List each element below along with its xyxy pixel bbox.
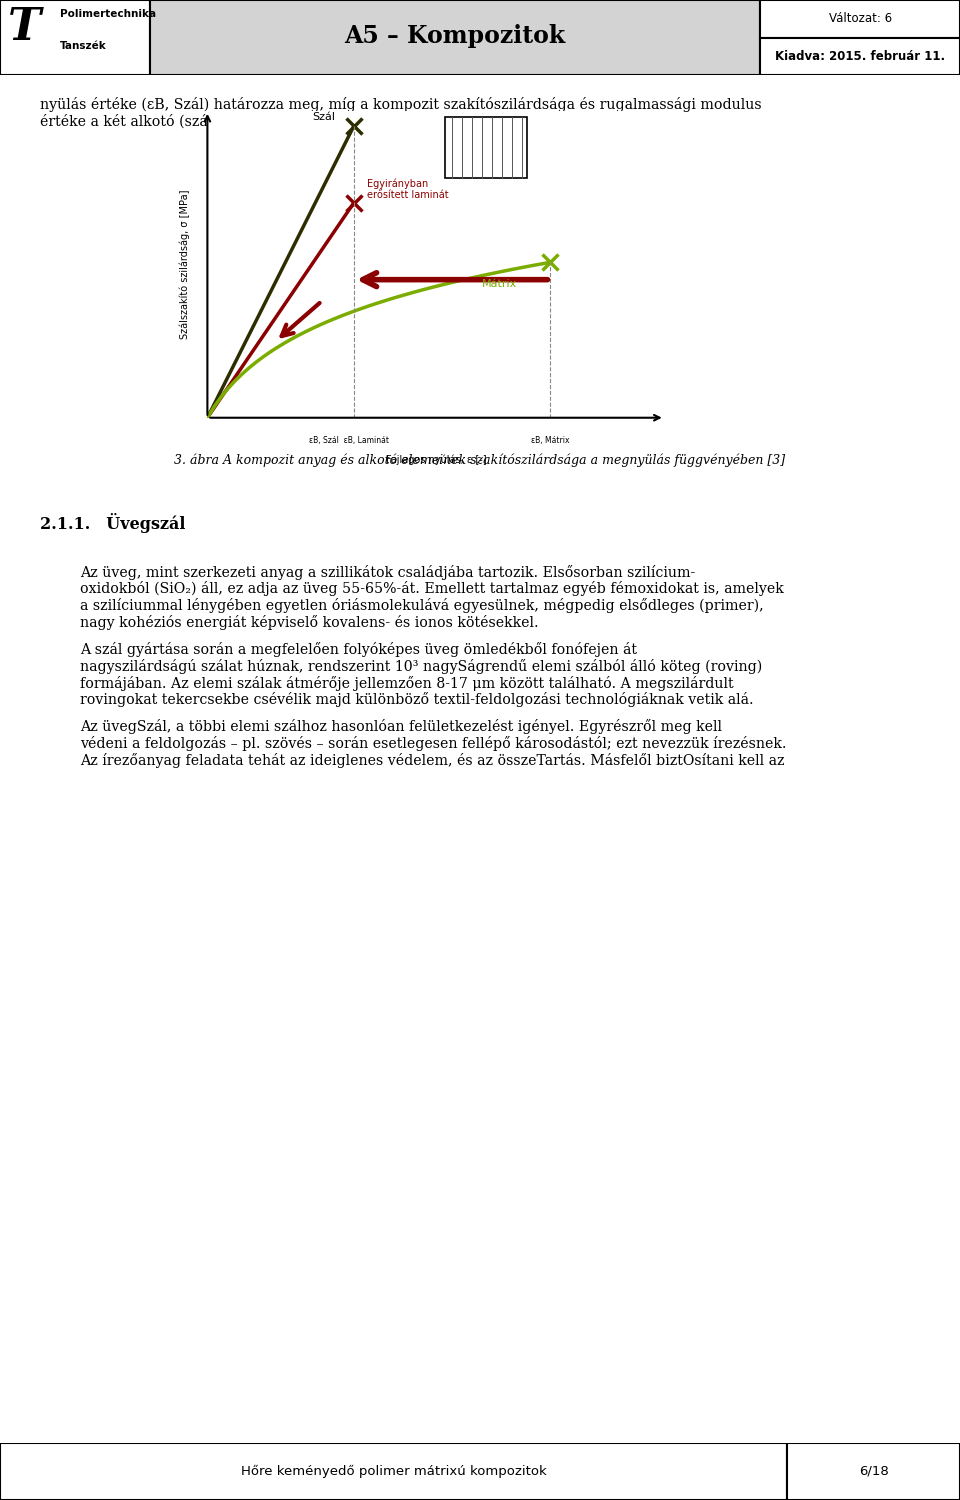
Text: Tanszék: Tanszék <box>60 42 107 51</box>
Text: 3. ábra A kompozit anyag és alkotó elemeinek szakítószilárdsága a megnyülás függ: 3. ábra A kompozit anyag és alkotó eleme… <box>175 453 785 466</box>
Text: A szál gyártása során a megfelelően folyóképes üveg ömledékből fonófejen át: A szál gyártása során a megfelelően foly… <box>80 642 636 657</box>
Bar <box>760 38 960 75</box>
Text: Az üvegSzál, a többi elemi szálhoz hasonlóan felületkezelést igényel. Egyrészről: Az üvegSzál, a többi elemi szálhoz hason… <box>80 720 722 735</box>
Text: Hőre keményedő polimer mátrixú kompozitok: Hőre keményedő polimer mátrixú kompozito… <box>241 1466 546 1478</box>
Bar <box>150 0 760 75</box>
Text: Fajlagos nyúlás, ε [-]: Fajlagos nyúlás, ε [-] <box>386 454 487 465</box>
Text: Az üveg, mint szerkezeti anyag a szillikátok családjába tartozik. Elsősorban szi: Az üveg, mint szerkezeti anyag a szillik… <box>80 564 695 579</box>
Text: εB, Szál  εB, Laminát: εB, Szál εB, Laminát <box>309 436 389 445</box>
Text: formájában. Az elemi szálak átmérője jellemzően 8-17 μm között található. A megs: formájában. Az elemi szálak átmérője jel… <box>80 675 733 690</box>
Text: T: T <box>8 6 41 50</box>
Text: védeni a feldolgozás – pl. szövés – során esetlegesen fellépő károsodástól; ezt : védeni a feldolgozás – pl. szövés – sorá… <box>80 736 786 752</box>
Text: nagyszilárdságú szálat húznak, rendszerint 10³ nagySágrendű elemi szálból álló k: nagyszilárdságú szálat húznak, rendszeri… <box>80 658 762 674</box>
Text: a szilíciummal lénygében egyetlen óriásmolekulává egyesülnek, mégpedig elsődlege: a szilíciummal lénygében egyetlen óriásm… <box>80 598 763 613</box>
Text: értéke a két alkotó (szál és mátrix) értékei közé tehetők (3. ábra).: értéke a két alkotó (szál és mátrix) ért… <box>40 114 512 129</box>
Bar <box>0 0 150 75</box>
Text: εB, Mátrix: εB, Mátrix <box>531 436 569 445</box>
Text: rovingokat tekercsekbe csévélik majd különböző textil-feldolgozási technológiákn: rovingokat tekercsekbe csévélik majd kül… <box>80 693 754 708</box>
Bar <box>445 117 527 178</box>
Text: Szál: Szál <box>313 112 336 122</box>
Text: Szálszakító szilárdság, σ [MPa]: Szálszakító szilárdság, σ [MPa] <box>180 189 190 339</box>
Text: Változat: 6: Változat: 6 <box>828 12 892 24</box>
Bar <box>760 0 960 38</box>
Bar <box>787 1443 960 1500</box>
Text: 2.1.1. Üvegszál: 2.1.1. Üvegszál <box>40 513 185 532</box>
Text: nyülás értéke (εB, Szál) határozza meg, míg a kompozit szakítószilárdsága és rug: nyülás értéke (εB, Szál) határozza meg, … <box>40 98 762 112</box>
Bar <box>0 1443 787 1500</box>
Text: Polimertechnika: Polimertechnika <box>60 9 156 20</box>
Text: Egyirányban
erősített laminát: Egyirányban erősített laminát <box>368 178 449 201</box>
Text: oxidokból (SiO₂) áll, ez adja az üveg 55-65%-át. Emellett tartalmaz egyéb fémoxi: oxidokból (SiO₂) áll, ez adja az üveg 55… <box>80 582 783 597</box>
Text: Az írezőanyag feladata tehát az ideiglenes védelem, és az összeTartás. Másfelől : Az írezőanyag feladata tehát az ideiglen… <box>80 753 784 768</box>
Text: Mátrix: Mátrix <box>482 279 517 290</box>
Text: 6/18: 6/18 <box>859 1466 888 1478</box>
Text: A5 – Kompozitok: A5 – Kompozitok <box>345 24 565 48</box>
Text: nagy kohéziós energiát képviselő kovalens- és ionos kötésekkel.: nagy kohéziós energiát képviselő kovalen… <box>80 615 539 630</box>
Text: Kiadva: 2015. február 11.: Kiadva: 2015. február 11. <box>775 51 946 63</box>
